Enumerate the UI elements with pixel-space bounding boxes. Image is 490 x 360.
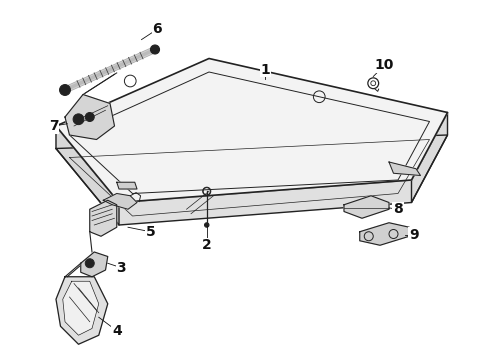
- Polygon shape: [56, 277, 108, 344]
- Text: 1: 1: [260, 63, 270, 77]
- Polygon shape: [90, 200, 117, 236]
- Text: 6: 6: [152, 22, 162, 36]
- Polygon shape: [389, 162, 420, 175]
- Circle shape: [150, 45, 160, 54]
- Text: 3: 3: [117, 261, 126, 275]
- Text: 8: 8: [393, 202, 403, 216]
- Polygon shape: [117, 182, 137, 189]
- Circle shape: [85, 112, 94, 122]
- Polygon shape: [56, 112, 447, 202]
- Text: 4: 4: [112, 324, 122, 338]
- Polygon shape: [360, 223, 409, 245]
- Polygon shape: [56, 58, 447, 202]
- Circle shape: [60, 85, 71, 95]
- Polygon shape: [344, 196, 389, 218]
- Text: 10: 10: [375, 58, 394, 72]
- Text: 5: 5: [146, 225, 155, 239]
- Circle shape: [85, 259, 94, 268]
- Text: 7: 7: [49, 119, 59, 133]
- Polygon shape: [56, 135, 447, 225]
- Polygon shape: [63, 281, 99, 335]
- Text: 2: 2: [202, 238, 212, 252]
- Polygon shape: [81, 252, 108, 277]
- Circle shape: [73, 114, 84, 125]
- Polygon shape: [412, 112, 447, 202]
- Circle shape: [204, 223, 209, 227]
- Text: 9: 9: [409, 228, 418, 242]
- Polygon shape: [56, 126, 119, 225]
- Polygon shape: [65, 94, 115, 139]
- Polygon shape: [103, 194, 137, 209]
